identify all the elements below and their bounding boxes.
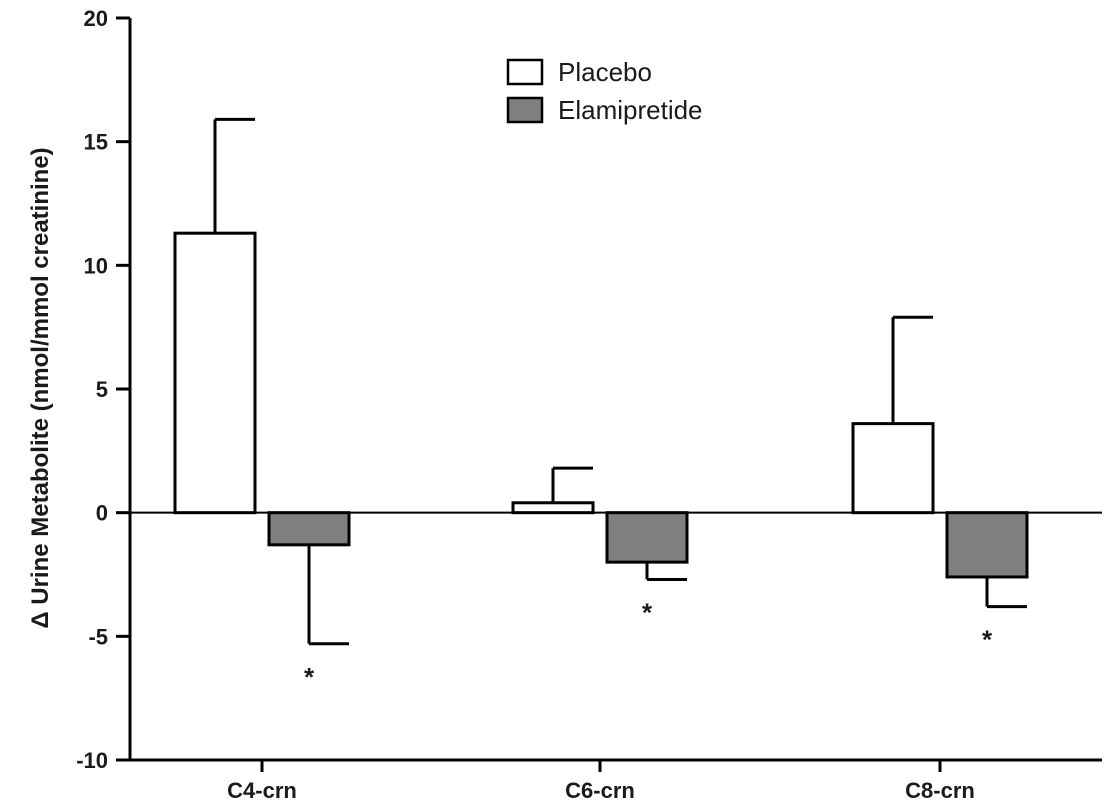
x-category-label: C4-crn — [227, 778, 297, 803]
legend-label: Placebo — [558, 57, 652, 87]
significance-marker: * — [304, 662, 315, 692]
bar-placebo — [851, 422, 935, 515]
y-tick-label: -10 — [76, 748, 108, 773]
y-tick-label: 5 — [96, 377, 108, 402]
x-category-label: C6-crn — [565, 778, 635, 803]
bar-elamipretide — [945, 511, 1029, 579]
bar-elamipretide — [267, 511, 351, 547]
bar-placebo — [511, 501, 595, 515]
legend-label: Elamipretide — [558, 95, 703, 125]
significance-marker: * — [982, 625, 993, 655]
bar-placebo — [173, 231, 257, 515]
legend: Placebo Elamipretide — [506, 57, 703, 125]
y-tick-label: 20 — [84, 6, 108, 31]
y-tick-label: 0 — [96, 501, 108, 526]
bar-elamipretide — [605, 511, 689, 564]
y-axis-title: Δ Urine Metabolite (nmol/mmol creatinine… — [27, 147, 54, 628]
axes: -10 -5 0 5 10 15 20 C4-crn C6-crn C8-crn — [76, 6, 1102, 803]
bars: * * * — [173, 117, 1029, 692]
x-category-label: C8-crn — [905, 778, 975, 803]
y-tick-label: 10 — [84, 253, 108, 278]
y-tick-label: -5 — [88, 624, 108, 649]
significance-marker: * — [642, 597, 653, 627]
legend-swatch — [506, 96, 544, 124]
legend-swatch — [506, 58, 544, 86]
y-tick-label: 15 — [84, 130, 108, 155]
